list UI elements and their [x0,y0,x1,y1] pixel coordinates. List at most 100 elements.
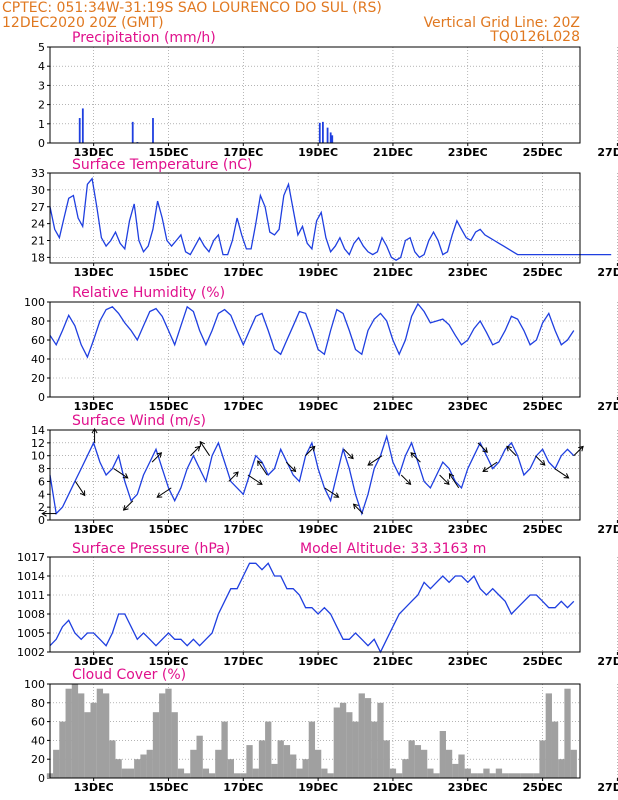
cloud-bar [134,759,141,778]
x-tick-label: 27DEC [597,146,618,159]
y-tick-label: 20 [31,753,45,766]
y-tick-label: 40 [31,734,45,747]
x-tick-label: 19DEC [298,655,338,668]
wind-arrow [554,468,569,479]
panel-6: Cloud Cover (%) 0 20 40 60 80 100 13DEC 15DEC 17D… [24,667,618,794]
cloud-bar [233,773,241,778]
cloud-bar [246,745,253,778]
y-tick-label: 20 [31,372,45,385]
x-tick-label: 17DEC [223,655,263,668]
panel-5: Surface Pressure (hPa) Model Altitude: 33… [17,541,618,668]
cloud-bar [283,745,291,778]
cloud-bar [84,712,91,778]
wind-arrow [247,474,263,485]
wind-arrow [257,460,268,476]
y-tick-label: 30 [31,184,45,197]
wind-arrow [156,487,172,498]
cloud-bar [470,773,478,778]
wind-arrow [449,473,460,489]
cloud-bar [439,731,446,778]
precip-bar [321,121,324,143]
cloud-bar [296,768,303,778]
cloud-bar [489,773,496,778]
wind-arrow [228,471,239,482]
cloud-bar [564,688,571,778]
x-tick-label: 15DEC [148,655,188,668]
wind-arrow [199,441,210,456]
x-tick-label: 17DEC [223,400,263,413]
cloud-bar [308,721,316,778]
precip-bar [131,121,134,143]
wind-arrow-head [156,452,163,458]
wind-arrow-head [443,479,450,486]
wind-arrow [506,446,517,457]
cloud-bar [539,740,546,778]
y-tick-label: 24 [31,218,45,231]
x-tick-label: 25DEC [523,400,563,413]
cloud-bar [408,740,415,778]
y-tick-label: 60 [31,716,45,729]
cloud-bar [196,735,203,778]
wind-arrow [353,503,364,514]
wind-arrow-head [563,473,570,479]
x-tick-label: 23DEC [448,400,488,413]
cloud-bar [526,773,534,778]
cloud-bar [414,745,422,778]
header-run-time: 12DEC2020 20Z (GMT) [2,15,164,31]
x-tick-label: 23DEC [448,523,488,536]
x-tick-label: 17DEC [223,266,263,279]
wind-arrow [535,455,546,466]
x-tick-label: 13DEC [74,400,114,413]
precip-bar [331,135,334,143]
cloud-bar [545,693,552,778]
cloud-bar [59,721,66,778]
y-tick-label: 27 [31,201,45,214]
cloud-bar [121,768,128,778]
wind-arrow [573,446,584,457]
x-tick-label: 25DEC [523,655,563,668]
cloud-bar [65,688,72,778]
panel-title: Surface Wind (m/s) [72,413,206,429]
plot-frame [49,46,581,144]
cloud-bar [396,773,403,778]
cloud-bar [551,721,559,778]
wind-arrow-head [448,473,455,479]
cloud-bar [152,712,160,778]
cloud-bar [358,693,365,778]
wind-arrow [305,446,316,457]
y-tick-label: 80 [31,697,45,710]
cloud-bar [483,768,490,778]
cloud-bar [146,749,153,778]
cloud-bar [445,749,453,778]
wind-arrow-head [482,466,489,473]
wind-arrow-head [309,445,316,452]
cloud-bar [389,768,397,778]
cloud-bar [102,693,110,778]
cloud-bar [383,740,390,778]
x-tick-label: 15DEC [148,266,188,279]
cloud-bar [165,688,172,778]
panel-1: Precipitation (mm/h) 0 1 2 3 4 5 13DEC 15DEC 17DE… [38,30,618,159]
y-tick-label: 1005 [17,627,45,640]
x-tick-label: 15DEC [148,523,188,536]
wind-arrow-head [482,447,488,453]
cloud-bar [109,740,116,778]
cloud-bar [171,712,178,778]
y-tick-label: 33 [31,167,45,180]
plot-frame [49,172,581,264]
x-tick-label: 19DEC [298,400,338,413]
wind-arrow [74,481,86,496]
cloud-bar [215,749,222,778]
cloud-bar [333,707,340,778]
wind-arrow [324,487,339,498]
cloud-bar [302,759,309,778]
plot-frame [49,683,581,779]
cloud-bar [78,693,85,778]
x-tick-label: 21DEC [373,523,413,536]
wind-arrow [285,461,296,472]
cloud-bar [327,773,334,778]
cloud-bar [570,749,577,778]
x-tick-label: 21DEC [373,146,413,159]
y-tick-label: 100 [24,678,45,691]
